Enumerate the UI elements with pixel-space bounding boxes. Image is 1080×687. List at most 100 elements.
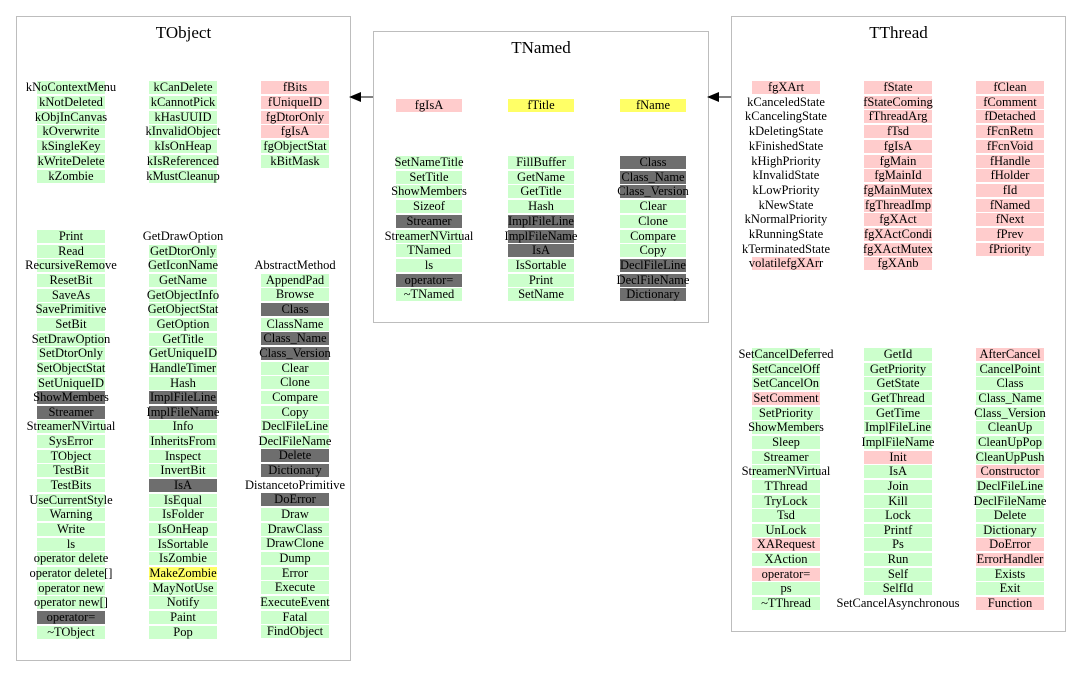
tnamed-method-getname: GetName [508,170,589,184]
tobject-method-recursiveremove: RecursiveRemove [25,258,117,273]
tnamed-method-issortable: IsSortable [508,258,592,272]
tobject-method-notify: Notify [149,596,217,610]
tobject-method-invertbit: InvertBit [149,464,228,478]
tthread-method-declfileline: DeclFileLine [976,478,1044,493]
tobject-method-drawclone: DrawClone [261,537,353,551]
tobject-enum-kcandelete: kCanDelete [149,81,242,94]
tthread-method-tsd: Tsd [752,509,820,523]
tobject-method-usecurrentstyle: UseCurrentStyle [29,492,113,507]
tthread-member-fhandle: fHandle [976,154,1050,168]
tobject-method-setuniqueid: SetUniqueID [37,375,105,390]
tobject-method-getoption: GetOption [149,317,236,331]
tthread-member-khighpriority: kHighPriority [751,153,821,168]
tobject-enum-ksinglekey: kSingleKey [37,140,130,153]
tthread-method-declfilename: DeclFileName [973,493,1047,508]
tthread-method-selfid: SelfId [864,582,932,596]
tnamed-method-hash: Hash [508,200,574,214]
tthread-method-streamernvirtual: StreamerNVirtual [741,464,831,479]
tnamed-method-tnamed: TNamed [396,244,473,258]
tthread-member-fnamed: fNamed [976,198,1050,212]
tnamed-method-compare: Compare [620,229,699,243]
tnamed-member-fgisa: fgIsA [396,99,462,112]
tthread-member-fholder: fHolder [976,169,1049,183]
tobject-method-compare: Compare [261,390,341,404]
tthread-member-fclean: fClean [976,81,1044,94]
tobject-title: TObject [155,23,212,42]
tobject-enum-kmustcleanup: kMustCleanup [146,168,220,183]
tthread-member-fstate: fState [864,81,932,94]
tobject-method-getname: GetName [149,273,231,287]
tnamed-method-copy: Copy [620,244,686,258]
tobject-enum-kobjincanvas: kObjInCanvas [34,109,108,124]
tthread-method-setcancelasynchronous: SetCancelAsynchronous [836,596,960,611]
tobject-method-operator-new: operator new [37,580,105,595]
tthread-method-kill: Kill [864,494,932,508]
tthread-member-fgxactcondi: fgXActCondi [863,227,933,241]
tthread-member-fstatecoming: fStateComing [863,94,933,109]
tobject-method-warning: Warning [37,508,114,522]
tthread-member-ffcnvoid: fFcnVoid [976,139,1056,153]
tthread-member-fgxact: fgXAct [864,213,936,227]
tthread-member-kfinishedstate: kFinishedState [748,138,824,153]
tnamed-method-declfilename: DeclFileName [616,272,690,287]
tthread-method-function: Function [976,597,1054,611]
tobject-method-paint: Paint [149,610,217,624]
tthread-method-implfileline: ImplFileLine [864,420,932,435]
arrow-tthread-to-tnamed [707,92,731,102]
tobject-method-error: Error [261,566,329,580]
tobject-method-getobjectstat: GetObjectStat [147,302,219,317]
tobject-enum-kwritedelete: kWriteDelete [37,153,105,168]
tobject-method-isonheap: IsOnHeap [149,523,234,536]
tnamed-method-fillbuffer: FillBuffer [508,156,591,169]
tobject-method-drawclass: DrawClass [261,522,350,536]
tobject-member-fgdtoronly: fgDtorOnly [261,110,353,124]
tobject-method-read: Read [37,244,105,258]
tthread-member-fpriority: fPriority [976,242,1052,256]
tthread-method-printf: Printf [864,523,932,537]
tobject-member-funiqueid: fUniqueID [261,95,349,109]
tobject-method-implfileline: ImplFileLine [149,390,217,405]
tobject-method-ls: ls [37,537,105,551]
tthread-method-class-version: Class_Version [974,405,1046,420]
tthread-method-setcancelon: SetCancelOn [752,376,820,391]
tobject-method-isa: IsA [149,479,217,493]
tobject-method-tobject: TObject [37,449,112,463]
tobject-method-distancetoprimitive: DistancetoPrimitive [245,477,345,492]
tobject-enum-koverwrite: kOverwrite [37,125,128,139]
tobject-method-testbits: TestBits [37,479,112,493]
tthread-member-fthreadarg: fThreadArg [864,110,957,124]
tnamed-class-box: TNamed fgIsA fTitle fName SetNameTitle SetT… [373,31,709,323]
tthread-method-doerror: DoError [976,538,1052,552]
tthread-method-ps: ps [752,582,820,596]
tobject-method-executeevent: ExecuteEvent [260,594,330,609]
tobject-method-class-name: Class_Name [261,332,358,346]
tthread-method-getpriority: GetPriority [864,362,954,376]
tthread-member-fgmain: fgMain [864,154,935,168]
tthread-member-fgisa: fgIsA [864,139,932,153]
tthread-member-fgxactmutex: fgXActMutex [862,241,934,256]
tthread-method-errorhandler: ErrorHandler [976,552,1044,567]
tobject-class-box: TObject kNoContextMenu kNotDeleted kObjInC… [16,16,351,661]
tobject-enum-khasuuid: kHasUUID [149,110,240,124]
tthread-member-fid: fId [976,183,1044,197]
tobject-method-operator: operator= [37,610,120,624]
tnamed-method-ls: ls [396,258,462,272]
tthread-member-kdeletingstate: kDeletingState [748,124,824,139]
tnamed-method-sizeof: Sizeof [396,200,462,214]
tobject-enum-kcannotpick: kCannotPick [149,94,217,109]
tthread-method-setcanceloff: SetCancelOff [752,361,820,376]
tthread-method-gettime: GetTime [864,406,942,420]
tthread-title: TThread [869,23,928,42]
tthread-member-fgthreadimp: fgThreadImp [864,197,932,212]
tthread-method-setcanceldeferred: SetCancelDeferred [738,347,834,361]
tobject-method-declfilename: DeclFileName [258,433,332,448]
tthread-member-knewstate: kNewState [758,197,814,212]
tnamed-method-tnamed: ~TNamed [396,288,480,302]
tthread-method-xaction: XAction [752,553,829,567]
tobject-method-saveas: SaveAs [37,288,109,302]
tthread-member-fprev: fPrev [976,228,1044,241]
tthread-method-run: Run [864,553,932,567]
tthread-method-cancelpoint: CancelPoint [976,362,1071,376]
tobject-method-dump: Dump [261,552,329,565]
tnamed-method-setname: SetName [508,288,587,302]
